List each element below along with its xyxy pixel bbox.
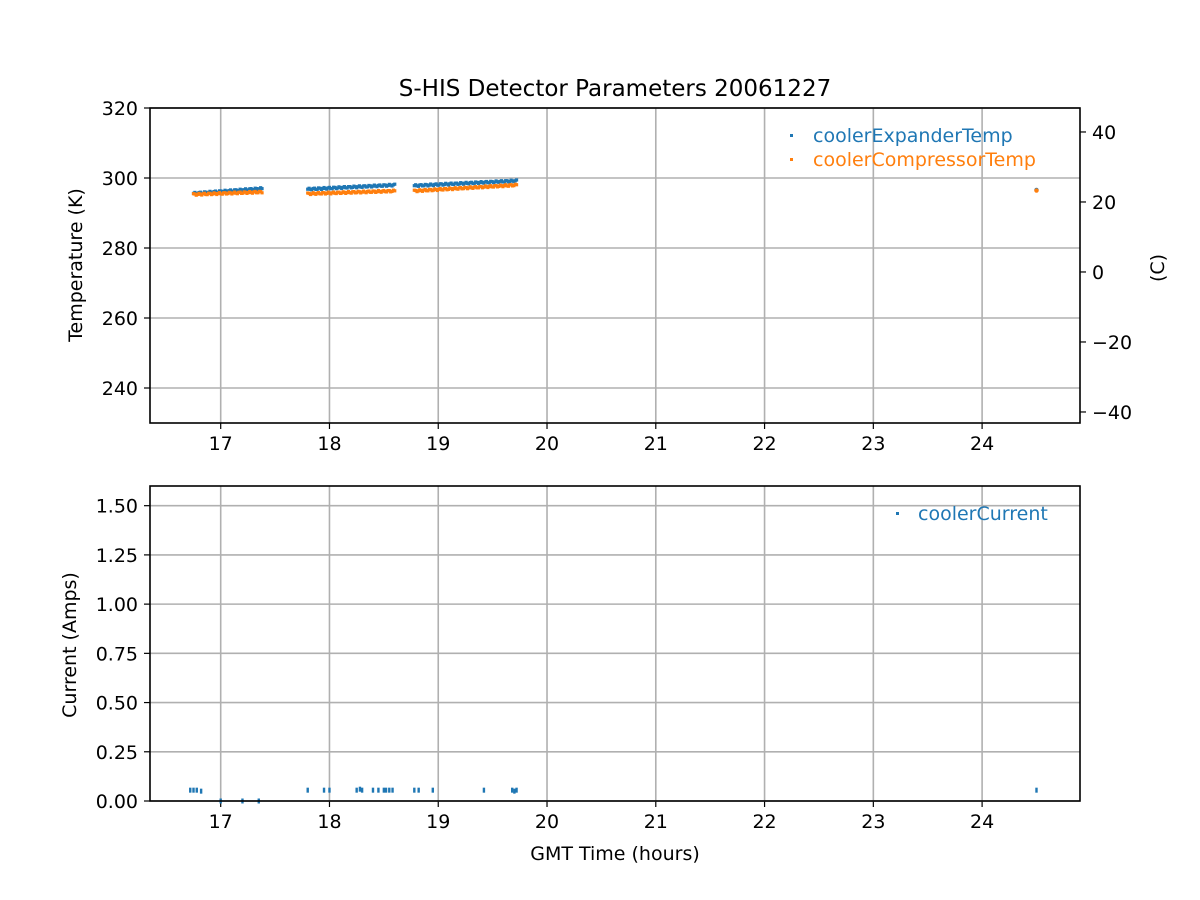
- data-point: [328, 787, 331, 793]
- y-tick-label: 0.00: [96, 791, 138, 813]
- x-tick-label: 24: [970, 433, 994, 455]
- x-tick-label: 22: [752, 433, 776, 455]
- x-tick-label: 17: [209, 433, 233, 455]
- x-tick-label: 23: [861, 811, 885, 833]
- data-point: [393, 189, 397, 193]
- x-tick-label: 19: [426, 433, 450, 455]
- y-tick-label: 280: [102, 238, 138, 260]
- legend-marker-current: [896, 512, 899, 515]
- y-right-tick-label: −20: [1092, 332, 1132, 354]
- legend-label-expander: coolerExpanderTemp: [813, 125, 1013, 147]
- data-point: [199, 788, 203, 794]
- data-point: [382, 787, 386, 793]
- data-point: [260, 187, 264, 191]
- legend-marker-compressor: [790, 158, 793, 161]
- plot-frame: [149, 107, 1081, 424]
- current-legend: coolerCurrent: [896, 503, 1048, 525]
- y-right-tick-label: −40: [1092, 402, 1132, 424]
- data-point: [413, 787, 416, 793]
- data-point: [355, 787, 358, 793]
- x-tick-label: 20: [535, 811, 559, 833]
- data-point: [371, 787, 375, 793]
- data-point: [192, 787, 195, 793]
- y-right-tick-label: 0: [1092, 262, 1104, 284]
- data-point: [482, 787, 486, 793]
- plot-frame: [149, 485, 1081, 802]
- y-tick-label: 1.50: [96, 496, 138, 518]
- legend-label-current: coolerCurrent: [918, 503, 1048, 525]
- data-point: [189, 787, 192, 793]
- x-tick-label: 18: [317, 811, 341, 833]
- data-point: [260, 191, 264, 195]
- temperature-legend: coolerExpanderTemp coolerCompressorTemp: [790, 125, 1036, 171]
- data-point: [377, 787, 380, 793]
- data-point: [514, 183, 519, 187]
- data-point: [514, 178, 519, 182]
- x-tick-label: 17: [209, 811, 233, 833]
- data-point: [511, 787, 514, 793]
- temperature-y-axis-label: Temperature (K): [65, 188, 87, 343]
- x-tick-label: 21: [644, 811, 668, 833]
- data-point: [1035, 787, 1038, 793]
- data-point: [417, 787, 420, 793]
- data-point: [388, 787, 391, 793]
- chart-title: S-HIS Detector Parameters 20061227: [399, 76, 831, 102]
- data-point: [360, 787, 364, 793]
- data-point: [391, 787, 394, 793]
- data-point: [431, 787, 435, 793]
- y-tick-label: 0.50: [96, 693, 138, 715]
- series-coolerCompressorTemp: [191, 182, 1039, 197]
- data-point: [515, 787, 518, 793]
- y-tick-label: 1.00: [96, 594, 138, 616]
- y-tick-label: 320: [102, 98, 138, 120]
- y-tick-label: 260: [102, 308, 138, 330]
- y-tick-label: 240: [102, 378, 138, 400]
- legend-label-compressor: coolerCompressorTemp: [813, 149, 1036, 171]
- x-tick-label: 24: [970, 811, 994, 833]
- x-tick-label: 21: [644, 433, 668, 455]
- x-tick-label: 18: [317, 433, 341, 455]
- legend-marker-expander: [790, 134, 793, 137]
- x-axis-label: GMT Time (hours): [530, 843, 700, 865]
- current-panel: 17 18 19 20 21 22 23 24 0.00 0.25 0.50 0.75 1.00 1.25…: [96, 485, 1081, 833]
- data-point: [393, 182, 397, 186]
- data-point: [195, 787, 198, 793]
- x-tick-label: 19: [426, 811, 450, 833]
- current-y-axis-label: Current (Amps): [59, 572, 81, 718]
- temperature-panel: 17 18 19 20 21 22 23 24 240 260 280 300 320 −40 −20 0 20…: [102, 98, 1132, 455]
- y-right-tick-label: 20: [1092, 192, 1116, 214]
- y-right-tick-label: 40: [1092, 122, 1116, 144]
- x-tick-label: 22: [752, 811, 776, 833]
- y-tick-label: 0.75: [96, 643, 138, 665]
- data-point: [358, 786, 362, 792]
- data-point: [306, 787, 309, 793]
- x-tick-label: 20: [535, 433, 559, 455]
- y-tick-label: 0.25: [96, 742, 138, 764]
- y-tick-label: 1.25: [96, 545, 138, 567]
- celsius-y-axis-label: (C): [1147, 254, 1169, 282]
- data-point: [1034, 188, 1039, 193]
- x-tick-label: 23: [861, 433, 885, 455]
- y-tick-label: 300: [102, 168, 138, 190]
- data-point: [322, 787, 326, 793]
- data-point: [384, 787, 388, 793]
- data-point: [513, 788, 516, 794]
